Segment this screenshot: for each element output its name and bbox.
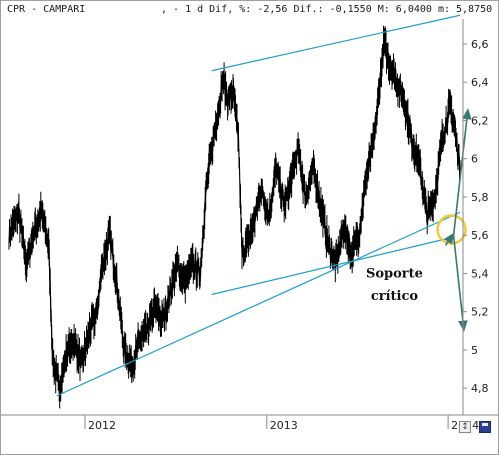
support-trendline-long [56,211,461,397]
up-arrow [452,108,472,236]
y-tick-label: 6,6 [471,38,489,51]
chart-header: CPR - CAMPARI , - 1 d Dif, %: -2,56 Dif.… [1,1,498,19]
resistance-trendline [211,14,461,72]
down-arrow [452,235,468,332]
y-tick-label: 5,4 [471,267,489,280]
y-tick-label: 5,6 [471,229,489,242]
axes: 4,855,25,45,65,866,26,46,6201220132014 [1,19,498,432]
pointer-arrow [444,232,455,246]
quote-info: , - 1 d Dif, %: -2,56 Dif.: -0,1550 M: 6… [161,4,493,15]
support-trendline-short [211,236,454,296]
y-tick-label: 6,4 [471,76,489,89]
y-tick-label: 4,8 [471,382,489,395]
ticker-label: CPR - CAMPARI [7,4,86,15]
y-tick-label: 5 [471,344,478,357]
x-tick-label: 2013 [270,419,298,432]
price-bars [8,25,461,409]
x-tick-label: 2012 [88,419,116,432]
trendlines [56,14,461,397]
annotation-line-2: crítico [371,289,419,304]
y-tick-label: 5,2 [471,306,489,319]
zoom-button[interactable]: ↕ [459,421,471,433]
highlight-circle [436,214,467,245]
price-series [8,25,461,409]
y-tick-label: 5,8 [471,191,489,204]
annotation-layer: Soporte crítico [366,108,472,332]
y-tick-label: 6,2 [471,114,489,127]
y-tick-label: 6 [471,153,478,166]
annotation-line-1: Soporte [366,266,423,281]
save-icon[interactable] [479,421,491,433]
